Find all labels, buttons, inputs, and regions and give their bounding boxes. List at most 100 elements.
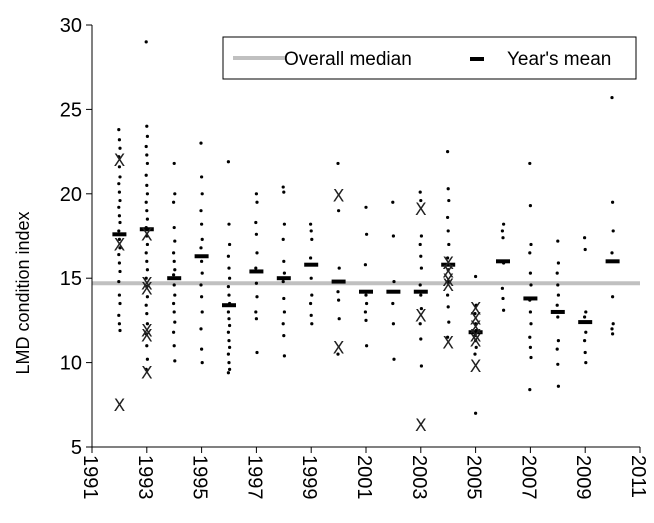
- data-point: [144, 367, 148, 371]
- data-point: [199, 209, 203, 213]
- data-point: [282, 190, 286, 194]
- outlier-mark: X: [415, 200, 427, 220]
- data-point: [611, 229, 615, 233]
- y-tick-label: 25: [60, 99, 82, 121]
- data-point: [145, 183, 149, 187]
- data-point: [228, 323, 232, 328]
- data-point: [556, 384, 561, 388]
- data-point: [282, 259, 286, 263]
- data-point: [282, 333, 286, 338]
- data-point: [528, 204, 533, 208]
- data-point: [584, 310, 588, 314]
- data-point: [529, 283, 533, 287]
- data-point: [446, 229, 450, 233]
- data-point: [556, 339, 561, 343]
- data-point: [144, 173, 148, 177]
- y-tick-label: 10: [60, 353, 82, 375]
- data-point: [418, 190, 422, 194]
- data-point: [447, 279, 451, 284]
- data-point: [199, 327, 203, 331]
- y-axis-title: LMD condition index: [13, 211, 33, 374]
- data-point: [172, 161, 176, 166]
- data-point: [200, 175, 204, 179]
- data-point: [117, 237, 121, 241]
- outlier-mark: X: [114, 396, 126, 416]
- data-point: [145, 312, 149, 316]
- data-point: [117, 165, 121, 169]
- data-point: [419, 266, 423, 270]
- data-point: [309, 222, 313, 226]
- legend-median-label: Overall median: [284, 49, 412, 70]
- data-point: [228, 276, 232, 280]
- x-tick-label: 1997: [243, 455, 265, 500]
- data-point: [117, 128, 121, 132]
- data-point: [144, 251, 148, 255]
- data-point: [117, 229, 121, 233]
- data-point: [227, 293, 231, 297]
- data-point: [173, 359, 177, 363]
- data-point: [446, 335, 450, 339]
- data-point: [226, 254, 230, 258]
- data-point: [611, 322, 615, 326]
- data-point: [281, 185, 285, 189]
- legend: Overall median Year's mean: [222, 36, 637, 80]
- data-point: [254, 266, 258, 270]
- data-point: [199, 246, 203, 250]
- data-point: [145, 295, 149, 299]
- data-point: [199, 141, 203, 145]
- data-point: [474, 345, 478, 350]
- x-tick-label: 2011: [627, 455, 649, 498]
- data-point: [227, 266, 231, 270]
- data-point: [254, 192, 258, 196]
- data-point: [473, 333, 477, 338]
- data-point: [502, 222, 506, 226]
- data-point: [254, 317, 258, 321]
- data-point: [172, 344, 176, 348]
- data-point: [200, 259, 204, 263]
- data-point: [310, 322, 314, 326]
- data-point: [145, 192, 149, 196]
- data-point: [474, 411, 478, 415]
- data-point: [365, 301, 369, 306]
- data-point: [419, 198, 423, 203]
- data-point: [337, 266, 341, 270]
- outlier-mark: X: [333, 186, 345, 206]
- outlier-mark: X: [470, 332, 482, 352]
- data-point: [118, 175, 122, 179]
- data-point: [365, 344, 369, 348]
- data-point: [556, 293, 561, 297]
- y-tick-label: 20: [60, 184, 82, 206]
- x-tick-label: 1993: [134, 455, 156, 500]
- data-point: [144, 303, 148, 307]
- data-point: [117, 214, 121, 218]
- data-point: [555, 271, 559, 275]
- data-point: [528, 388, 532, 392]
- data-point: [172, 330, 176, 334]
- data-point: [473, 352, 477, 356]
- x-tick-label: 1991: [79, 455, 101, 500]
- data-point: [117, 322, 121, 326]
- data-point: [172, 283, 176, 287]
- data-point: [144, 332, 148, 336]
- data-point: [391, 322, 395, 326]
- data-point: [118, 146, 122, 150]
- data-point: [501, 296, 505, 301]
- data-point: [611, 332, 615, 336]
- data-point: [172, 225, 176, 230]
- data-point: [200, 347, 204, 351]
- outlier-mark: X: [442, 276, 454, 296]
- data-point: [172, 310, 176, 314]
- x-tick-label: 2007: [517, 455, 539, 500]
- data-point: [226, 310, 230, 314]
- data-point: [118, 301, 122, 306]
- data-point: [173, 239, 177, 243]
- data-point: [447, 198, 451, 203]
- data-point: [555, 347, 559, 351]
- data-point: [556, 283, 560, 287]
- data-point: [145, 234, 149, 238]
- data-point: [446, 305, 450, 309]
- data-point: [500, 286, 504, 290]
- data-point: [117, 252, 121, 257]
- outlier-mark: X: [470, 357, 482, 377]
- data-point: [336, 161, 340, 166]
